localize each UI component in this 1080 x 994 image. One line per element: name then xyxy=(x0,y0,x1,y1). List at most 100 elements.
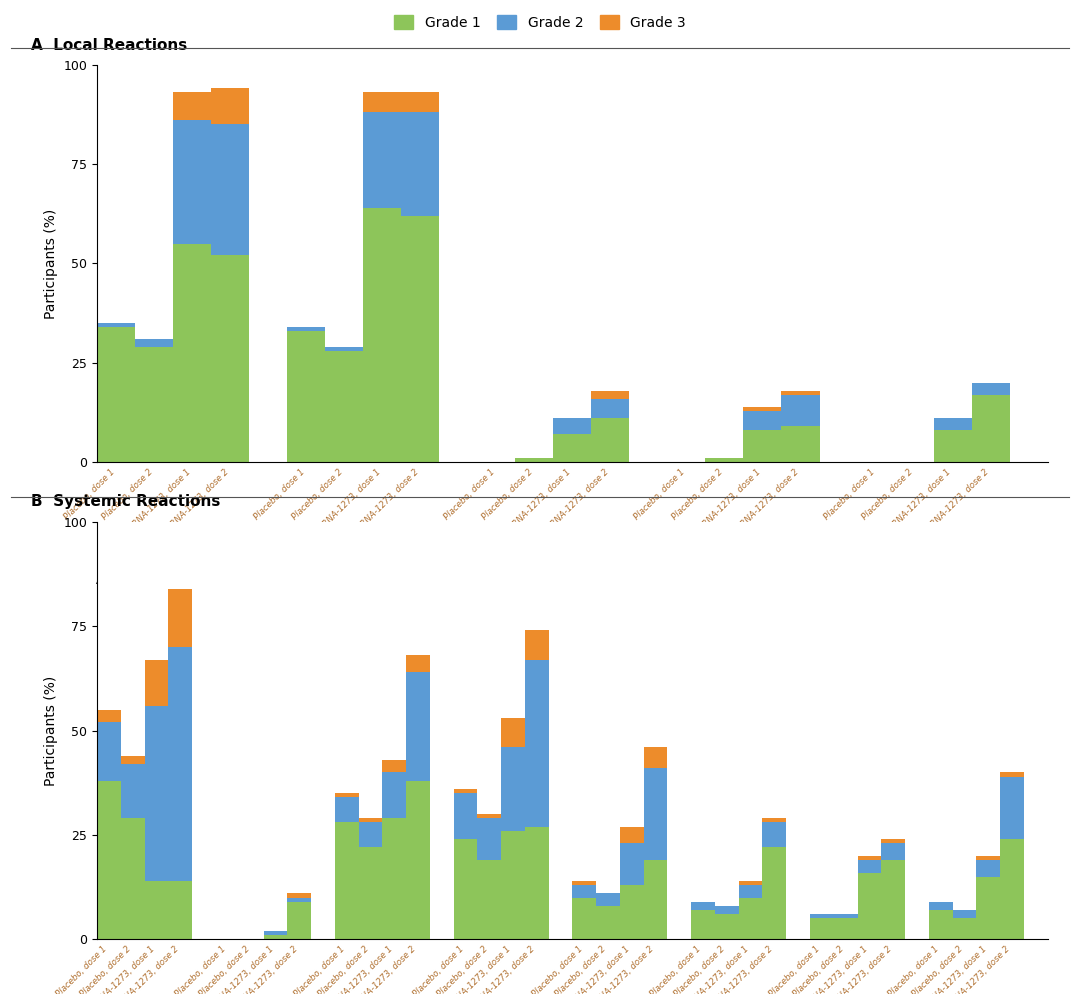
Bar xyxy=(592,418,630,462)
Bar xyxy=(834,918,858,939)
Bar xyxy=(212,88,249,124)
Bar xyxy=(402,112,440,216)
Bar xyxy=(715,914,739,939)
Bar xyxy=(972,383,1010,395)
Bar xyxy=(929,911,953,939)
Bar xyxy=(501,747,525,831)
Bar xyxy=(620,827,644,843)
Bar xyxy=(173,120,212,244)
Bar xyxy=(596,906,620,939)
Bar xyxy=(97,710,121,723)
Bar xyxy=(363,92,402,112)
Bar xyxy=(976,877,1000,939)
Bar xyxy=(743,407,782,411)
Bar xyxy=(620,843,644,885)
Bar xyxy=(477,860,501,939)
Bar xyxy=(402,216,440,462)
Bar xyxy=(402,92,440,112)
Bar xyxy=(525,630,549,660)
Bar xyxy=(644,768,667,860)
Bar xyxy=(406,655,430,672)
Bar xyxy=(359,848,382,939)
Bar xyxy=(834,914,858,918)
Text: Any Adverse Reaction: Any Adverse Reaction xyxy=(96,574,251,586)
Bar xyxy=(620,885,644,939)
Bar xyxy=(145,706,168,881)
Bar xyxy=(953,918,976,939)
Text: Pain: Pain xyxy=(348,574,378,586)
Bar xyxy=(454,793,477,839)
Bar xyxy=(135,339,173,347)
Bar xyxy=(929,902,953,911)
Bar xyxy=(359,818,382,822)
Text: A  Local Reactions: A Local Reactions xyxy=(30,38,187,53)
Bar xyxy=(972,395,1010,462)
Bar xyxy=(501,831,525,939)
Bar xyxy=(287,902,311,939)
Bar xyxy=(173,92,212,120)
Bar xyxy=(881,843,905,860)
Bar xyxy=(97,327,135,462)
Bar xyxy=(264,931,287,935)
Bar xyxy=(976,860,1000,877)
Bar xyxy=(335,793,359,797)
Bar xyxy=(782,426,820,462)
Bar xyxy=(335,797,359,822)
Bar xyxy=(145,881,168,939)
Bar xyxy=(325,351,363,462)
Y-axis label: Participants (%): Participants (%) xyxy=(44,209,58,318)
Bar xyxy=(121,755,145,764)
Bar xyxy=(264,935,287,939)
Bar xyxy=(705,458,743,462)
Bar xyxy=(212,124,249,255)
Bar xyxy=(97,780,121,939)
Y-axis label: Participants (%): Participants (%) xyxy=(44,676,58,785)
Text: Swelling: Swelling xyxy=(714,574,773,586)
Bar xyxy=(1000,772,1024,776)
Bar xyxy=(743,411,782,430)
Bar xyxy=(881,860,905,939)
Bar xyxy=(762,822,786,848)
Bar xyxy=(287,894,311,898)
Bar xyxy=(858,860,881,873)
Bar xyxy=(97,323,135,327)
Bar xyxy=(454,839,477,939)
Bar xyxy=(121,764,145,818)
Bar xyxy=(953,911,976,918)
Bar xyxy=(553,418,592,434)
Bar xyxy=(858,873,881,939)
Bar xyxy=(691,911,715,939)
Bar xyxy=(335,822,359,939)
Bar xyxy=(739,898,762,939)
Bar xyxy=(525,660,549,827)
Bar xyxy=(501,718,525,747)
Bar xyxy=(691,902,715,911)
Text: B  Systemic Reactions: B Systemic Reactions xyxy=(30,494,220,509)
Bar xyxy=(515,458,553,462)
Bar xyxy=(287,327,325,331)
Bar xyxy=(363,208,402,462)
Bar xyxy=(363,112,402,208)
Bar xyxy=(743,430,782,462)
Bar xyxy=(168,588,192,647)
Bar xyxy=(782,391,820,395)
Bar xyxy=(976,856,1000,860)
Bar xyxy=(406,672,430,780)
Bar xyxy=(644,747,667,768)
Bar xyxy=(592,399,630,418)
Bar xyxy=(1000,839,1024,939)
Bar xyxy=(325,347,363,351)
Text: Erythema: Erythema xyxy=(519,574,588,586)
Bar xyxy=(168,647,192,881)
Bar xyxy=(592,391,630,399)
Bar xyxy=(1000,776,1024,839)
Bar xyxy=(287,898,311,902)
Bar xyxy=(715,906,739,914)
Bar xyxy=(933,418,972,430)
Bar xyxy=(782,395,820,426)
Bar xyxy=(810,918,834,939)
Bar xyxy=(525,827,549,939)
Bar xyxy=(477,818,501,860)
Bar xyxy=(762,818,786,822)
Bar xyxy=(644,860,667,939)
